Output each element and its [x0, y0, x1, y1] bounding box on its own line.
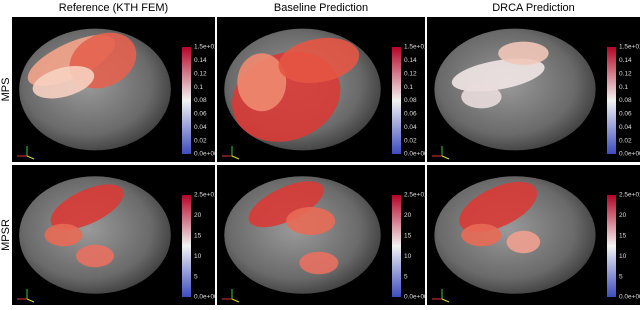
axis-glyph: [231, 155, 240, 160]
panel: 1.5e+01 0.14 0.12 0.1 0.08 0.06 0.04 0.02 0.0e+0…: [12, 17, 218, 162]
colorbar-label: 10: [619, 253, 627, 260]
colorbar-label: 0.0e+00: [619, 151, 640, 158]
colorbar-label: 0.14: [619, 57, 632, 64]
colorbar-label: 10: [194, 253, 202, 260]
colorbar-label: 0.1: [194, 84, 203, 91]
panel: 1.5e+01 0.14 0.12 0.1 0.08 0.06 0.04 0.02 0.0e+0…: [427, 17, 640, 162]
column-title: Baseline Prediction: [274, 2, 368, 14]
colorbar-label: 15: [404, 233, 412, 240]
colorbar-label: 0.02: [619, 137, 632, 144]
strain-patch: [50, 184, 124, 230]
colorbar-label: 0.12: [619, 70, 632, 77]
colorbar: [607, 195, 616, 297]
strain-patch: [461, 85, 502, 109]
colorbar-label: 2.5e+01: [619, 192, 640, 199]
strain-patch: [248, 181, 324, 228]
colorbar-label: 0.1: [619, 84, 628, 91]
column-title: Reference (KTH FEM): [59, 2, 168, 14]
colorbar-label: 20: [619, 212, 627, 219]
colorbar-label: 0.06: [404, 111, 417, 118]
colorbar: [182, 195, 191, 297]
colorbar-label: 0.12: [404, 70, 417, 77]
colorbar: [182, 47, 191, 154]
colorbar-label: 0.14: [194, 57, 207, 64]
colorbar-label: 0.14: [404, 57, 417, 64]
colorbar-label: 0.08: [194, 97, 207, 104]
colorbar: [607, 47, 616, 154]
strain-patch: [32, 66, 95, 99]
strain-patch: [299, 251, 339, 275]
colorbar-label: 1.5e+01: [619, 44, 640, 51]
strain-patch: [461, 223, 502, 247]
brain: [19, 176, 171, 294]
strain-patch: [286, 207, 336, 235]
colorbar-label: 20: [194, 212, 202, 219]
axis-glyph: [441, 155, 450, 160]
axis-glyph: [441, 298, 450, 303]
strain-patch: [76, 244, 114, 268]
row-label: MPS: [0, 78, 12, 102]
colorbar-label: 0.0e+00: [194, 151, 218, 158]
strain-patch: [451, 58, 545, 92]
colorbar-label: 15: [194, 233, 202, 240]
colorbar-label: 0.04: [619, 124, 632, 131]
colorbar-label: 1.5e+01: [194, 44, 218, 51]
colorbar-label: 2.5e+01: [194, 192, 218, 199]
colorbar-label: 0.06: [619, 111, 632, 118]
colorbar-label: 5: [619, 273, 623, 280]
colorbar-label: 0.1: [404, 84, 413, 91]
strain-patch: [459, 181, 538, 233]
colorbar-label: 20: [404, 212, 412, 219]
column-title: DRCA Prediction: [492, 2, 575, 14]
axis-glyph: [26, 155, 35, 160]
colorbar-label: 0.04: [194, 124, 207, 131]
colorbar-label: 15: [619, 233, 627, 240]
brain: [434, 28, 596, 151]
panel: 1.5e+01 0.14 0.12 0.1 0.08 0.06 0.04 0.02 0.0e+0…: [217, 17, 428, 162]
strain-patch: [278, 37, 360, 84]
colorbar-label: 5: [194, 273, 198, 280]
colorbar-label: 0.0e+00: [619, 294, 640, 301]
colorbar-label: 0.12: [194, 70, 207, 77]
colorbar-label: 0.08: [619, 97, 632, 104]
colorbar-label: 10: [404, 253, 412, 260]
axis-glyph: [231, 298, 240, 303]
panel: 2.5e+01 20 15 10 5 0.0e+00: [427, 165, 640, 305]
axis-glyph: [26, 298, 35, 303]
strain-patch: [506, 230, 541, 254]
strain-patch: [498, 41, 549, 65]
colorbar: [392, 195, 401, 297]
row-label: MPSR: [0, 219, 12, 251]
colorbar-label: 0.02: [404, 137, 417, 144]
strain-patch: [237, 53, 287, 112]
panel: 2.5e+01 20 15 10 5 0.0e+00: [217, 165, 428, 305]
colorbar-label: 0.02: [194, 137, 207, 144]
colorbar-label: 0.0e+00: [404, 151, 428, 158]
colorbar-label: 0.04: [404, 124, 417, 131]
colorbar-label: 5: [404, 273, 408, 280]
strain-patch: [44, 223, 83, 247]
colorbar-label: 2.5e+01: [404, 192, 428, 199]
colorbar-label: 0.06: [194, 111, 207, 118]
colorbar-label: 0.0e+00: [194, 294, 218, 301]
panel: 2.5e+01 20 15 10 5 0.0e+00: [12, 165, 218, 305]
colorbar-label: 0.08: [404, 97, 417, 104]
colorbar-label: 1.5e+01: [404, 44, 428, 51]
colorbar: [392, 47, 401, 154]
colorbar-label: 0.0e+00: [404, 294, 428, 301]
